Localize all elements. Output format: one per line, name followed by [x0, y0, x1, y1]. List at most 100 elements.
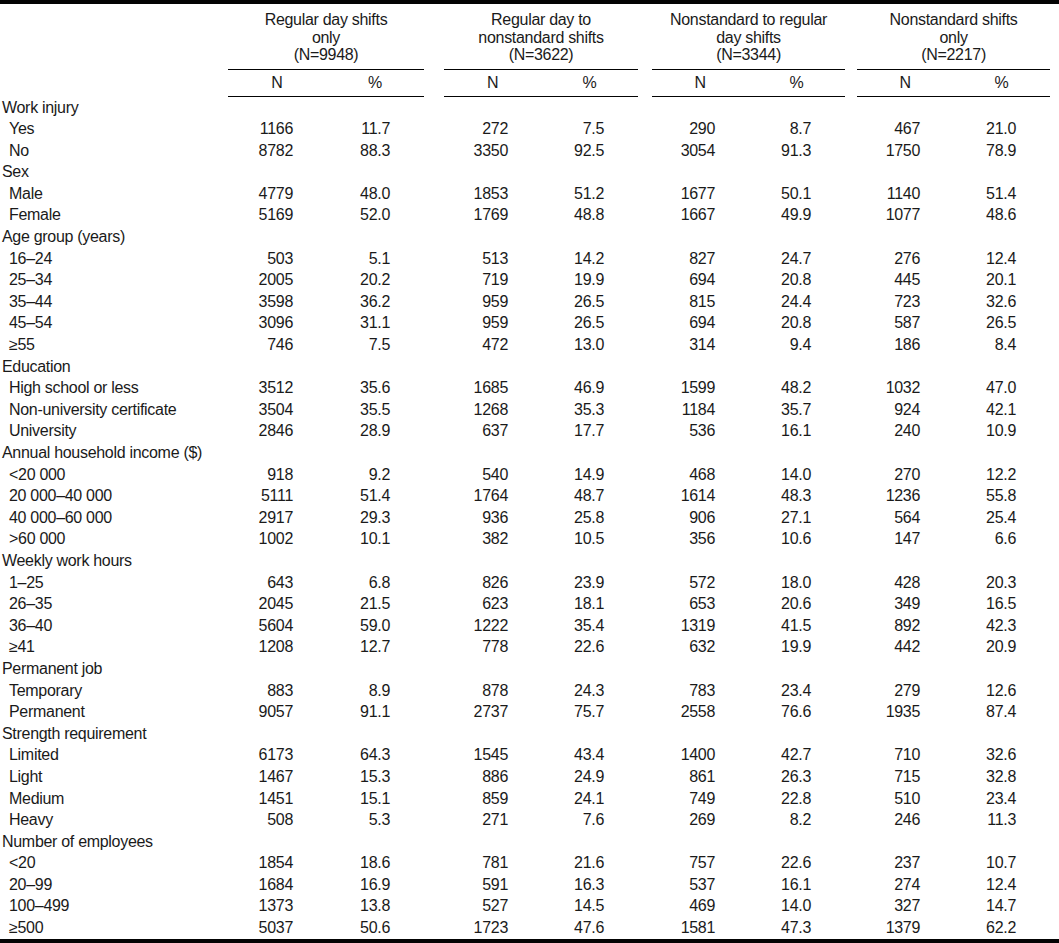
column-spacer	[424, 766, 444, 788]
row-label: 35–44	[0, 291, 228, 313]
column-spacer	[1050, 312, 1059, 334]
column-spacer	[424, 788, 444, 810]
column-spacer	[845, 485, 857, 507]
n-value: 272	[444, 118, 541, 140]
pct-value: 10.7	[953, 852, 1050, 874]
column-spacer	[424, 680, 444, 702]
row-label: 36–40	[0, 615, 228, 637]
table-row: Medium145115.185924.174922.851023.4	[0, 788, 1059, 810]
n-value: 572	[652, 572, 748, 594]
pct-value: 15.3	[326, 766, 424, 788]
n-value: 349	[857, 593, 953, 615]
column-spacer	[845, 312, 857, 334]
pct-value: 8.2	[748, 809, 845, 831]
column-spacer	[845, 248, 857, 270]
column-spacer	[845, 204, 857, 226]
column-spacer	[638, 334, 652, 356]
table-row: Non-university certificate350435.5126835…	[0, 399, 1059, 421]
row-label: 16–24	[0, 248, 228, 270]
n-value: 1208	[228, 636, 326, 658]
column-spacer	[424, 852, 444, 874]
pct-value: 8.4	[953, 334, 1050, 356]
column-spacer	[638, 701, 652, 723]
section-row: Permanent job	[0, 658, 1059, 680]
column-spacer	[424, 291, 444, 313]
group-title-line: (N=9948)	[228, 46, 424, 64]
column-spacer	[638, 377, 652, 399]
column-spacer	[638, 269, 652, 291]
column-spacer	[845, 464, 857, 486]
n-value: 723	[857, 291, 953, 313]
table-row: 45–54309631.195926.569420.858726.5	[0, 312, 1059, 334]
n-value: 1750	[857, 140, 953, 162]
pct-value: 16.5	[953, 593, 1050, 615]
n-value: 1002	[228, 528, 326, 550]
column-spacer	[638, 572, 652, 594]
n-column-header: N	[857, 69, 953, 96]
section-label: Strength requirement	[0, 723, 1059, 745]
column-spacer	[1050, 69, 1059, 96]
column-spacer	[424, 269, 444, 291]
n-value: 1684	[228, 874, 326, 896]
column-spacer	[638, 766, 652, 788]
table-row: 26–35204521.562318.165320.634916.5	[0, 593, 1059, 615]
n-value: 1236	[857, 485, 953, 507]
row-label: Permanent	[0, 701, 228, 723]
table-row: High school or less351235.6168546.915994…	[0, 377, 1059, 399]
pct-value: 92.5	[541, 140, 638, 162]
n-value: 1268	[444, 399, 541, 421]
pct-value: 75.7	[541, 701, 638, 723]
n-value: 269	[652, 809, 748, 831]
row-label: ≥41	[0, 636, 228, 658]
pct-column-header: %	[541, 69, 638, 96]
n-value: 2846	[228, 420, 326, 442]
n-value: 1685	[444, 377, 541, 399]
column-spacer	[1050, 140, 1059, 162]
n-column-header: N	[228, 69, 326, 96]
n-value: 694	[652, 312, 748, 334]
table-row: Permanent905791.1273775.7255876.6193587.…	[0, 701, 1059, 723]
n-value: 924	[857, 399, 953, 421]
column-spacer	[845, 680, 857, 702]
n-value: 5111	[228, 485, 326, 507]
column-spacer	[845, 744, 857, 766]
n-value: 1077	[857, 204, 953, 226]
column-spacer	[424, 118, 444, 140]
n-value: 469	[652, 895, 748, 917]
n-value: 653	[652, 593, 748, 615]
table-row: 35–44359836.295926.581524.472332.6	[0, 291, 1059, 313]
column-spacer	[1050, 183, 1059, 205]
pct-value: 26.3	[748, 766, 845, 788]
table-row: Yes116611.72727.52908.746721.0	[0, 118, 1059, 140]
pct-value: 6.6	[953, 528, 1050, 550]
column-spacer	[1050, 874, 1059, 896]
column-spacer	[638, 852, 652, 874]
n-value: 290	[652, 118, 748, 140]
pct-value: 24.3	[541, 680, 638, 702]
column-spacer	[845, 399, 857, 421]
column-spacer	[845, 701, 857, 723]
column-spacer	[424, 701, 444, 723]
pct-value: 32.6	[953, 291, 1050, 313]
n-value: 508	[228, 809, 326, 831]
section-row: Sex	[0, 161, 1059, 183]
row-label: Medium	[0, 788, 228, 810]
column-spacer	[845, 572, 857, 594]
pct-value: 18.1	[541, 593, 638, 615]
table-row: <20 0009189.254014.946814.027012.2	[0, 464, 1059, 486]
column-spacer	[638, 593, 652, 615]
group-title-line: (N=2217)	[857, 46, 1050, 64]
table-row: 36–40560459.0122235.4131941.589242.3	[0, 615, 1059, 637]
row-label: Light	[0, 766, 228, 788]
n-value: 3350	[444, 140, 541, 162]
table-row: University284628.963717.753616.124010.9	[0, 420, 1059, 442]
n-value: 1769	[444, 204, 541, 226]
pct-value: 43.4	[541, 744, 638, 766]
pct-value: 51.2	[541, 183, 638, 205]
pct-value: 18.0	[748, 572, 845, 594]
section-label: Age group (years)	[0, 226, 1059, 248]
column-spacer	[845, 852, 857, 874]
n-value: 270	[857, 464, 953, 486]
column-spacer	[1050, 420, 1059, 442]
column-spacer	[845, 140, 857, 162]
